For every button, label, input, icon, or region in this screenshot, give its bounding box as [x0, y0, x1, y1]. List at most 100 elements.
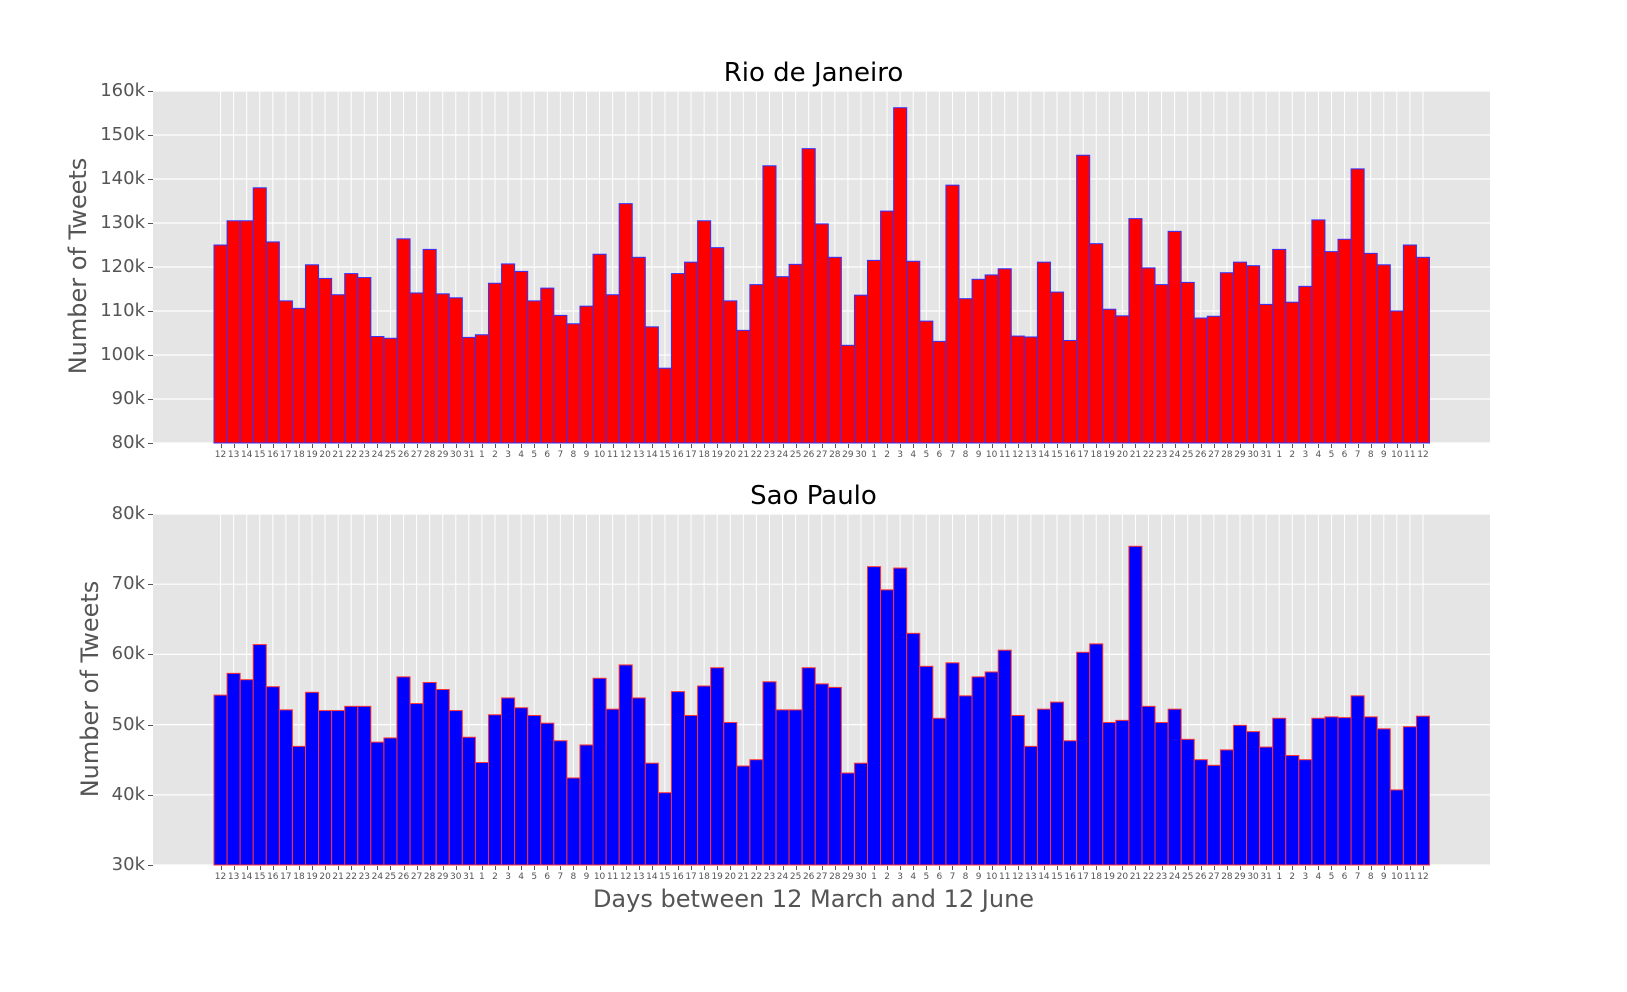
x-tick-label: 15 [254, 872, 266, 882]
x-tick-mark [1239, 866, 1241, 870]
x-tick-mark [495, 444, 496, 448]
bar [880, 589, 895, 866]
x-tick-label: 7 [1354, 450, 1361, 460]
x-tick-label: 22 [1142, 872, 1155, 882]
x-tick-mark [272, 444, 274, 448]
x-tick-label: 18 [698, 450, 710, 460]
bar [226, 672, 241, 866]
x-tick-label: 15 [659, 450, 671, 460]
bar [1363, 716, 1378, 866]
x-tick-label: 5 [923, 450, 930, 460]
x-tick-label: 3 [505, 872, 511, 882]
bar [487, 714, 503, 866]
x-tick-mark [246, 444, 248, 448]
bar [1402, 244, 1417, 444]
x-tick-label: 31 [1260, 450, 1272, 460]
x-tick-mark [1266, 444, 1268, 448]
x-tick-label: 26 [1195, 450, 1207, 460]
x-tick-label: 4 [1315, 872, 1322, 882]
x-tick-label: 1 [479, 450, 485, 460]
bar [1376, 264, 1391, 444]
x-tick-mark [364, 866, 366, 870]
bar [906, 260, 921, 444]
x-tick-mark [730, 444, 732, 448]
x-tick-mark [704, 866, 706, 870]
bar [880, 210, 895, 444]
x-tick-mark [1109, 444, 1111, 448]
bar [1167, 708, 1182, 866]
x-tick-mark [338, 444, 340, 448]
x-tick-mark [246, 866, 248, 870]
bar [357, 277, 372, 444]
x-tick-mark [952, 866, 954, 870]
x-tick-label: 11 [1404, 450, 1416, 460]
bar [814, 683, 829, 866]
x-tick-mark [1017, 866, 1019, 870]
x-tick-label: 28 [829, 450, 841, 460]
x-tick-mark [1422, 866, 1424, 870]
x-tick-label: 6 [936, 450, 943, 460]
bar [278, 300, 293, 444]
bar [318, 710, 333, 866]
x-tick-mark [1279, 444, 1281, 448]
bar [684, 261, 699, 444]
x-tick-mark [834, 866, 836, 870]
x-tick-mark [638, 866, 640, 870]
bar [213, 244, 228, 444]
x-tick-mark [1083, 866, 1085, 870]
bar [461, 736, 476, 866]
bar [1324, 716, 1339, 866]
x-tick-mark [900, 866, 902, 870]
y-tick-mark [148, 223, 153, 224]
bar [919, 665, 934, 866]
x-tick-label: 7 [557, 872, 564, 882]
x-tick-label: 12 [214, 872, 227, 882]
x-tick-mark [1187, 444, 1189, 448]
bar [801, 667, 816, 866]
bar [239, 679, 254, 866]
x-tick-mark [952, 444, 954, 448]
x-tick-mark [860, 866, 862, 870]
x-tick-label: 10 [593, 450, 606, 460]
bar [762, 681, 777, 866]
y-tick-label: 160k [100, 80, 145, 101]
x-tick-label: 17 [1077, 450, 1089, 460]
bar [318, 277, 333, 444]
x-tick-label: 20 [1116, 450, 1129, 460]
y-tick-label: 80k [111, 432, 145, 453]
bar [1206, 764, 1221, 866]
x-tick-label: 9 [975, 450, 982, 460]
x-tick-label: 12 [619, 450, 632, 460]
bar [1063, 339, 1078, 444]
x-tick-mark [1396, 866, 1398, 870]
x-tick-mark [455, 444, 457, 448]
bar [1219, 272, 1234, 444]
bar [1193, 317, 1208, 444]
x-tick-label: 3 [897, 450, 904, 460]
x-tick-label: 16 [672, 450, 684, 460]
bar [461, 336, 476, 444]
x-tick-label: 6 [544, 872, 551, 882]
x-tick-mark [560, 444, 562, 448]
x-tick-mark [756, 866, 758, 870]
x-tick-label: 9 [1380, 450, 1387, 460]
x-tick-mark [481, 444, 483, 448]
x-tick-mark [468, 444, 470, 448]
x-tick-label: 7 [949, 450, 956, 460]
x-tick-label: 14 [646, 450, 658, 460]
x-tick-mark [1253, 444, 1255, 448]
bar [1036, 261, 1051, 444]
bar [1337, 717, 1352, 866]
bar [684, 714, 699, 866]
bar [540, 287, 555, 444]
x-tick-label: 18 [1090, 450, 1102, 460]
x-tick-label: 13 [1025, 872, 1037, 882]
bar [749, 284, 764, 444]
x-tick-label: 11 [606, 872, 619, 882]
x-tick-label: 19 [306, 872, 318, 882]
x-tick-mark [1017, 444, 1019, 448]
x-tick-label: 19 [711, 872, 723, 882]
x-tick-mark [508, 866, 510, 870]
x-tick-label: 5 [531, 872, 538, 882]
